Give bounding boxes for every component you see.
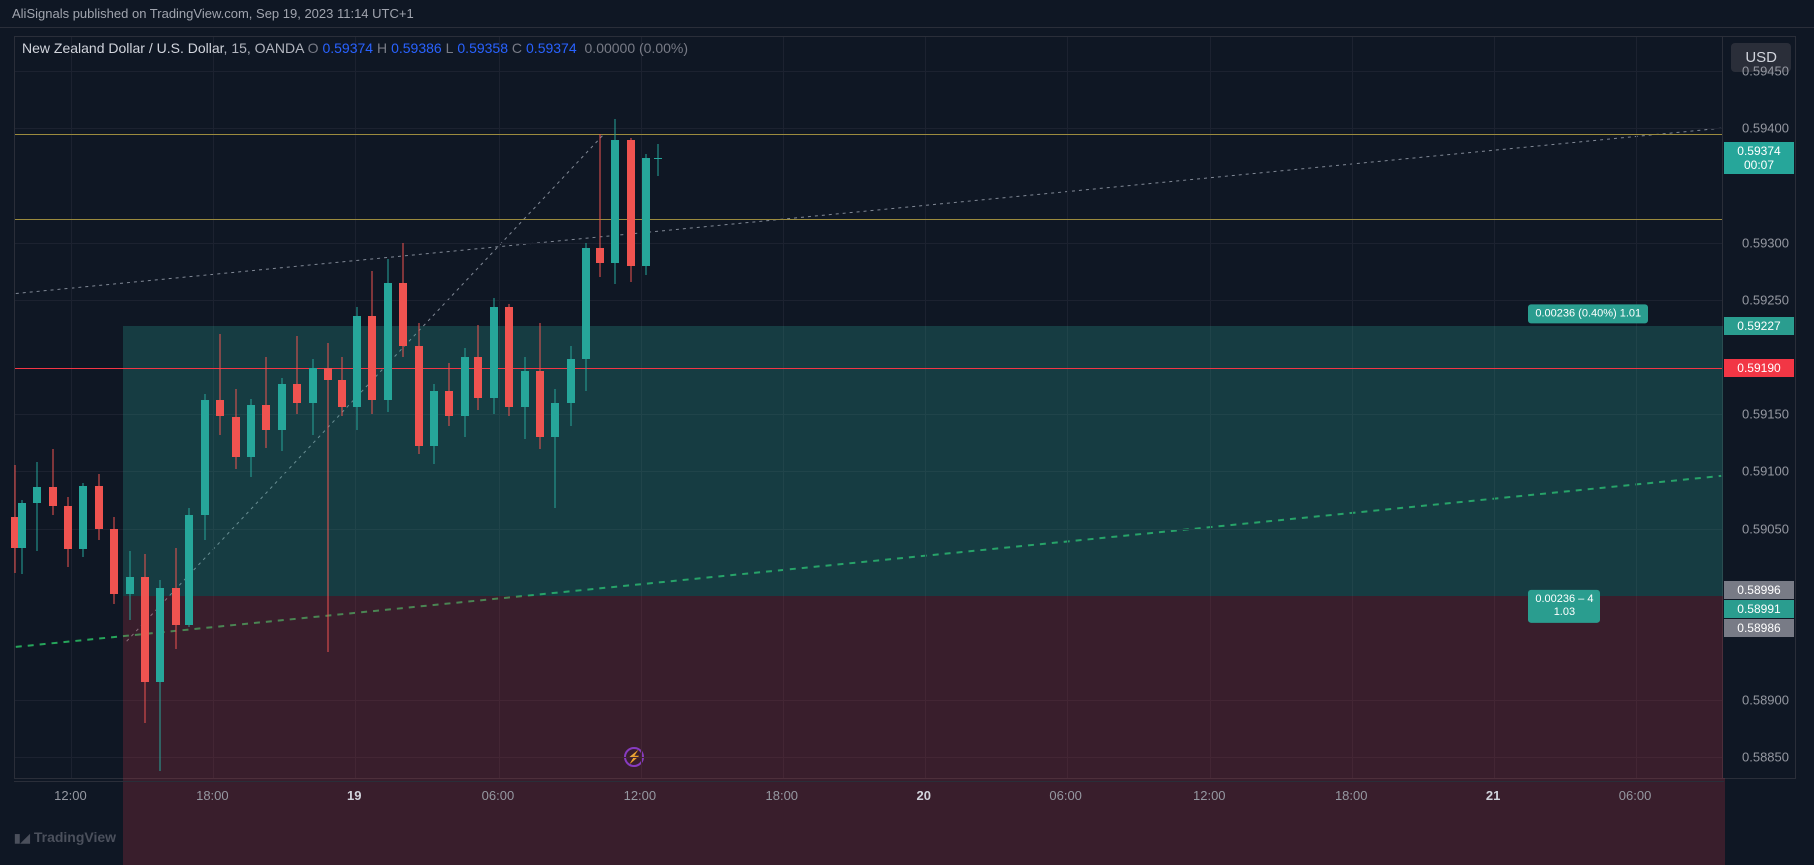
price-tag: 0.59190	[1724, 359, 1794, 377]
price-tag: 0.58996	[1724, 581, 1794, 599]
plot-area[interactable]: ⚡ 0.00236 (0.40%) 1.010.00236 – 4 1.03	[15, 37, 1723, 778]
interval: 15	[231, 40, 247, 56]
candle	[595, 37, 605, 780]
candle	[94, 37, 104, 780]
y-axis-label: 0.59100	[1742, 464, 1789, 479]
candle	[215, 37, 225, 780]
x-axis-label: 06:00	[482, 788, 515, 803]
y-axis-label: 0.58850	[1742, 750, 1789, 765]
candle	[398, 37, 408, 780]
annotation-label: 0.00236 – 4 1.03	[1528, 590, 1600, 622]
candle	[581, 37, 591, 780]
candle	[17, 37, 27, 780]
tradingview-logo-icon: ▮◢	[14, 831, 30, 845]
ohlc-change: 0.00000 (0.00%)	[585, 40, 689, 56]
candle	[489, 37, 499, 780]
publish-header: AliSignals published on TradingView.com,…	[0, 0, 1814, 28]
x-axis-label: 12:00	[1193, 788, 1226, 803]
candle	[337, 37, 347, 780]
price-tag: 0.5937400:07	[1724, 142, 1794, 174]
y-axis-label: 0.59250	[1742, 292, 1789, 307]
publish-text: AliSignals published on TradingView.com,…	[12, 6, 414, 21]
candle	[352, 37, 362, 780]
x-axis-label: 06:00	[1619, 788, 1652, 803]
candle	[308, 37, 318, 780]
candle	[550, 37, 560, 780]
annotation-label: 0.00236 (0.40%) 1.01	[1528, 304, 1648, 323]
price-axis[interactable]: USD 0.594500.594000.593000.592500.591500…	[1723, 37, 1795, 778]
x-axis-label: 12:00	[54, 788, 87, 803]
candle	[566, 37, 576, 780]
y-axis-label: 0.59050	[1742, 521, 1789, 536]
candle	[444, 37, 454, 780]
chart-wrapper: ⚡ 0.00236 (0.40%) 1.010.00236 – 4 1.03 U…	[14, 36, 1796, 779]
candle	[610, 37, 620, 780]
y-axis-label: 0.59150	[1742, 407, 1789, 422]
candle	[140, 37, 150, 780]
candle	[125, 37, 135, 780]
candle	[63, 37, 73, 780]
candle	[641, 37, 651, 780]
x-axis-label: 20	[916, 788, 930, 803]
candle	[48, 37, 58, 780]
ohlc-close: 0.59374	[526, 40, 577, 56]
candle	[184, 37, 194, 780]
x-axis-label: 18:00	[1335, 788, 1368, 803]
candle	[155, 37, 165, 780]
candle	[277, 37, 287, 780]
candle	[78, 37, 88, 780]
candle	[109, 37, 119, 780]
price-zone	[123, 326, 1725, 596]
x-axis-label: 19	[347, 788, 361, 803]
candle	[473, 37, 483, 780]
candle	[429, 37, 439, 780]
pair-name: New Zealand Dollar / U.S. Dollar	[22, 40, 224, 56]
y-axis-label: 0.59300	[1742, 235, 1789, 250]
y-axis-label: 0.58900	[1742, 692, 1789, 707]
candle	[367, 37, 377, 780]
candle	[246, 37, 256, 780]
price-tag: 0.58986	[1724, 619, 1794, 637]
price-tag: 0.59227	[1724, 317, 1794, 335]
x-axis-label: 18:00	[196, 788, 229, 803]
price-zone	[123, 596, 1725, 865]
symbol-info-bar: New Zealand Dollar / U.S. Dollar, 15, OA…	[22, 40, 688, 56]
candle	[323, 37, 333, 780]
candle	[626, 37, 636, 780]
data-source: OANDA	[255, 40, 304, 56]
x-axis-label: 06:00	[1049, 788, 1082, 803]
price-tag: 0.58991	[1724, 600, 1794, 618]
ohlc-low: 0.59358	[457, 40, 508, 56]
candle	[231, 37, 241, 780]
y-axis-label: 0.59450	[1742, 64, 1789, 79]
candle	[504, 37, 514, 780]
candle	[460, 37, 470, 780]
candle	[414, 37, 424, 780]
x-axis-label: 12:00	[624, 788, 657, 803]
y-axis-label: 0.59400	[1742, 121, 1789, 136]
time-axis[interactable]: 12:00 18:00 19 06:00 12:00 18:00 20 06:00 12:00 1…	[14, 781, 1724, 807]
candle	[535, 37, 545, 780]
candle	[171, 37, 181, 780]
x-axis-label: 21	[1486, 788, 1500, 803]
candle	[200, 37, 210, 780]
candle	[32, 37, 42, 780]
candle	[653, 37, 663, 780]
x-axis-label: 18:00	[766, 788, 799, 803]
candle	[383, 37, 393, 780]
ohlc-high: 0.59386	[391, 40, 442, 56]
ohlc-open: 0.59374	[322, 40, 373, 56]
candle	[261, 37, 271, 780]
candle	[520, 37, 530, 780]
tradingview-watermark: ▮◢TradingView	[14, 829, 116, 845]
candle	[292, 37, 302, 780]
